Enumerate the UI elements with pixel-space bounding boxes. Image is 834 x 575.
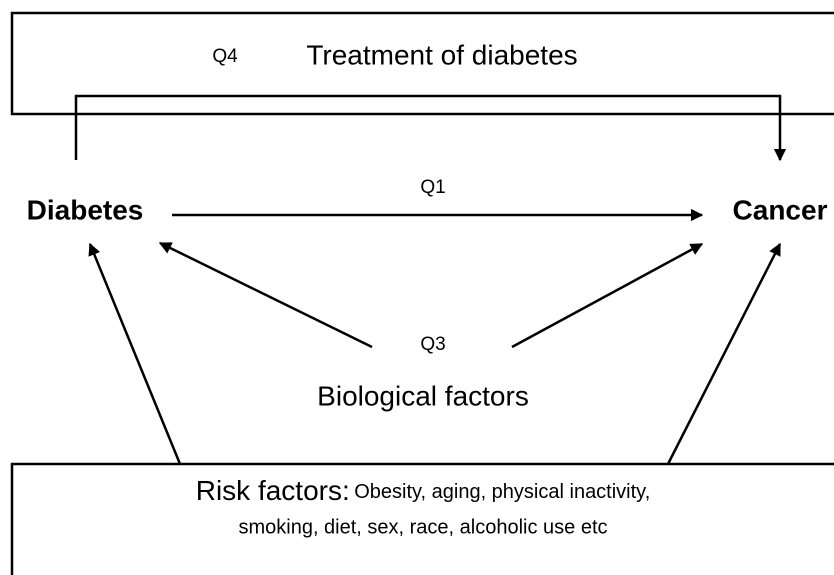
- treatment-box: [10, 11, 834, 116]
- cancer-node: Cancer: [733, 194, 828, 225]
- risk-items-1: Obesity, aging, physical inactivity,: [354, 481, 650, 503]
- treatment-title: Treatment of diabetes: [306, 39, 577, 70]
- bio-to-cancer-arrow: [511, 242, 704, 349]
- diabetes-node: Diabetes: [27, 194, 144, 225]
- risk-to-cancer-arrow: [666, 242, 782, 465]
- risk-to-diabetes-arrow: [88, 242, 182, 465]
- q4-label: Q4: [212, 46, 238, 67]
- q1-label: Q1: [420, 177, 445, 198]
- risk-box: [10, 462, 834, 575]
- risk-items-2: smoking, diet, sex, race, alcoholic use …: [238, 516, 607, 538]
- biological-factors: Biological factors: [317, 380, 529, 411]
- risk-line-1: Risk factors: Obesity, aging, physical i…: [196, 475, 651, 506]
- risk-title: Risk factors:: [196, 475, 350, 506]
- bio-to-diabetes-arrow: [158, 241, 373, 349]
- q3-label: Q3: [420, 334, 445, 355]
- treatment-arrow: [74, 94, 787, 162]
